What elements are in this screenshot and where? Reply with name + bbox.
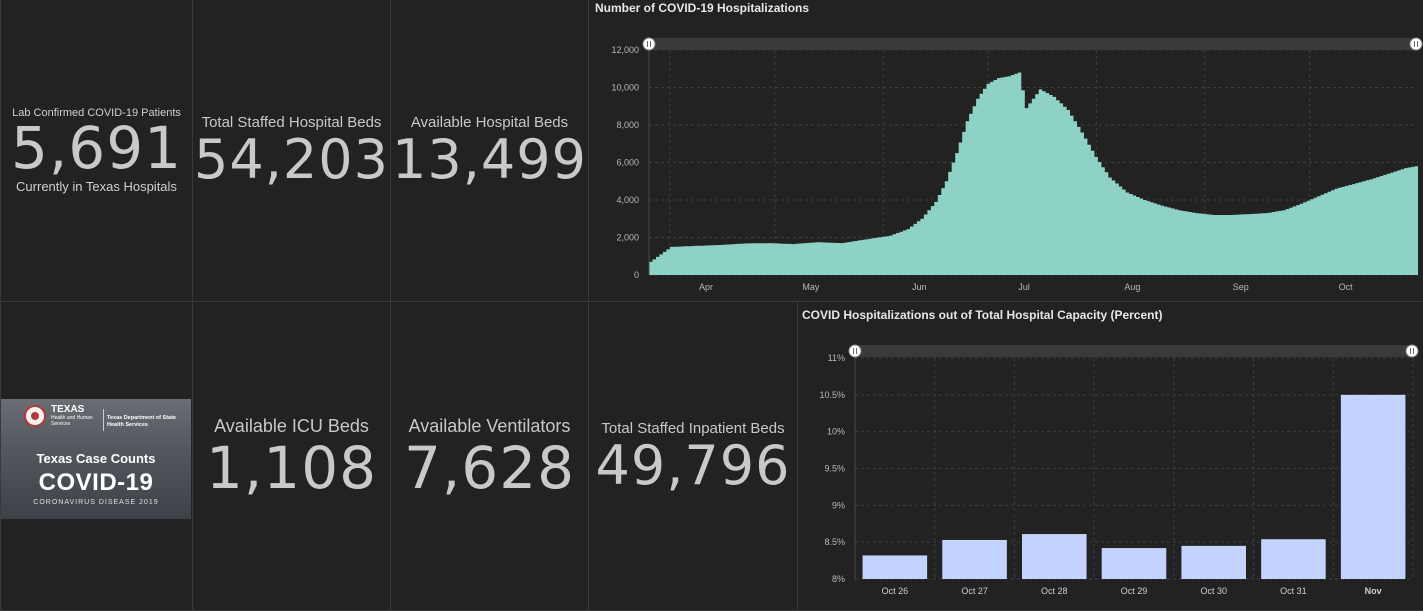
y-tick-label: 10% — [827, 427, 845, 437]
logo-panel: TEXAS Health and Human Services Texas Dep… — [0, 302, 193, 611]
y-tick-label: 10.5% — [819, 390, 845, 400]
y-tick-label: 6,000 — [616, 158, 639, 168]
x-tick-label: Sep — [1233, 282, 1249, 292]
x-tick-label: Oct 26 — [882, 586, 909, 596]
texas-seal-icon — [24, 405, 46, 427]
x-tick-label: Oct 27 — [961, 586, 988, 596]
indicator-value: 54,203 — [194, 128, 389, 191]
bar[interactable] — [1022, 534, 1087, 579]
x-tick-label: Aug — [1124, 282, 1140, 292]
x-tick-label: Nov — [1365, 586, 1382, 596]
chart-title: Number of COVID-19 Hospitalizations — [595, 1, 810, 15]
indicator-value: 5,691 — [10, 114, 183, 182]
zoom-slider-right-handle[interactable] — [1405, 344, 1419, 358]
indicator-value: 13,499 — [392, 128, 587, 191]
indicator-title: Total Staffed Hospital Beds — [201, 114, 382, 131]
indicator-available-ventilators: Available Ventilators 7,628 — [391, 302, 589, 611]
y-tick-label: 0 — [634, 270, 639, 280]
indicator-lab-confirmed: Lab Confirmed COVID-19 Patients 5,691 Cu… — [0, 0, 193, 302]
hospitalizations-area — [649, 72, 1418, 275]
y-tick-label: 9.5% — [824, 464, 845, 474]
bar[interactable] — [1101, 548, 1167, 579]
y-tick-label: 11% — [828, 353, 845, 363]
indicator-title: Available ICU Beds — [214, 415, 369, 436]
y-tick-label: 9% — [832, 500, 845, 510]
texas-covid-logo: TEXAS Health and Human Services Texas Dep… — [1, 399, 191, 519]
indicator-value: 49,796 — [595, 433, 791, 497]
hospitalizations-area-chart: 0 2,000 4,000 6,000 8,000 10,000 12,000 Apr May J… — [611, 37, 1423, 292]
zoom-slider-right-handle[interactable] — [1409, 37, 1423, 51]
x-tick-label: Apr — [699, 282, 713, 292]
x-tick-label: May — [802, 282, 820, 292]
y-tick-label: 2,000 — [616, 233, 639, 243]
zoom-slider-left-handle[interactable] — [848, 344, 862, 358]
x-tick-label: Oct 30 — [1200, 586, 1227, 596]
zoom-slider-track — [855, 345, 1412, 357]
bar[interactable] — [862, 555, 928, 579]
x-tick-label: Jun — [912, 282, 927, 292]
x-tick-label: Oct 28 — [1041, 586, 1068, 596]
y-tick-label: 8% — [832, 574, 845, 584]
bar[interactable] — [1340, 394, 1406, 579]
capacity-bar-chart: 8% 8.5% 9% 9.5% 10% 10.5% 11% Oct 26 Oct 27 Oct 2… — [819, 344, 1419, 596]
indicator-value: 7,628 — [403, 433, 576, 502]
y-tick-label: 8.5% — [824, 537, 845, 547]
x-tick-label: Oct 31 — [1280, 586, 1307, 596]
bar[interactable] — [942, 539, 1007, 579]
chart-title: COVID Hospitalizations out of Total Hosp… — [802, 308, 1163, 322]
x-tick-label: Oct 29 — [1121, 586, 1148, 596]
y-tick-label: 12,000 — [611, 45, 639, 55]
zoom-slider-track — [649, 38, 1416, 50]
y-tick-label: 4,000 — [616, 195, 639, 205]
indicator-title: Available Ventilators — [408, 415, 571, 436]
indicator-title: Available Hospital Beds — [410, 114, 569, 131]
bar[interactable] — [1261, 539, 1326, 579]
hospitalizations-chart-panel: Number of COVID-19 Hospitalizations 0 2,0… — [589, 0, 1423, 302]
capacity-chart-panel: COVID Hospitalizations out of Total Hosp… — [798, 302, 1423, 611]
x-tick-label: Jul — [1018, 282, 1030, 292]
indicator-value: 1,108 — [205, 433, 378, 502]
indicator-subtitle: Currently in Texas Hospitals — [16, 179, 177, 194]
indicator-total-inpatient-beds: Total Staffed Inpatient Beds 49,796 — [589, 302, 798, 611]
indicator-title: Lab Confirmed COVID-19 Patients — [12, 107, 181, 119]
y-tick-label: 8,000 — [616, 120, 639, 130]
indicator-available-beds: Available Hospital Beds 13,499 — [391, 0, 589, 302]
indicator-available-icu: Available ICU Beds 1,108 — [193, 302, 391, 611]
indicator-title: Total Staffed Inpatient Beds — [601, 419, 785, 437]
indicator-total-staffed-beds: Total Staffed Hospital Beds 54,203 — [193, 0, 391, 302]
x-tick-label: Oct — [1339, 282, 1354, 292]
zoom-slider-left-handle[interactable] — [642, 37, 656, 51]
bar[interactable] — [1181, 545, 1246, 579]
y-tick-label: 10,000 — [611, 83, 639, 93]
